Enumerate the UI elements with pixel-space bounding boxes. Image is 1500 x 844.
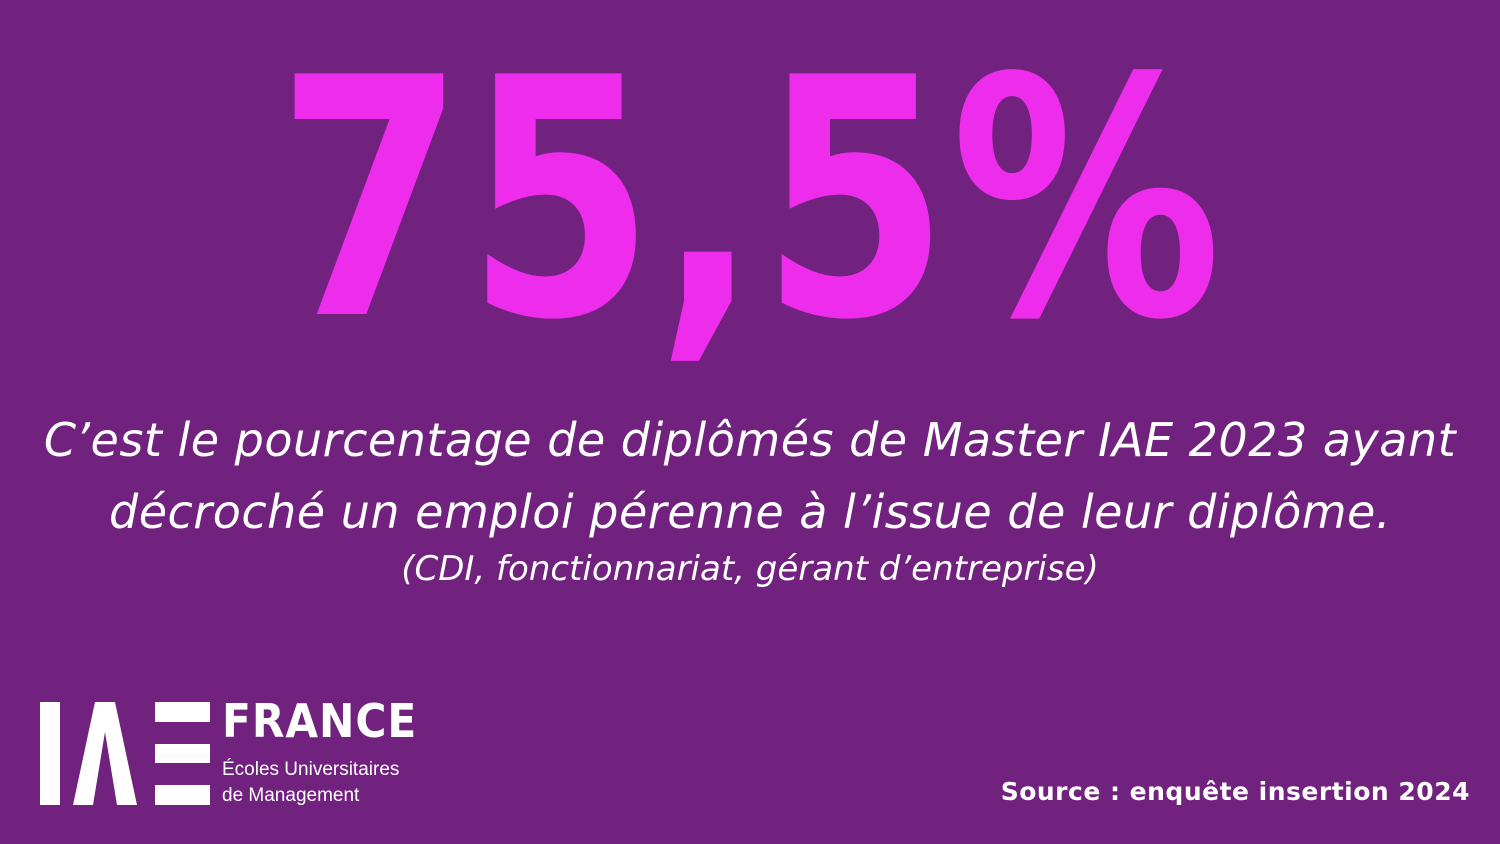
source-note: Source : enquête insertion 2024	[1000, 777, 1470, 806]
caption-line-2: décroché un emploi pérenne à l’issue de …	[109, 485, 1391, 539]
logo-brand-france: FRANCE	[222, 694, 418, 748]
logo-subtitle-line-1: Écoles Universitaires	[222, 759, 400, 780]
iae-logo-mark	[40, 702, 210, 805]
caption-note: (CDI, fonctionnariat, gérant d’entrepris…	[401, 549, 1099, 589]
caption-line-1: C’est le pourcentage de diplômés de Mast…	[43, 413, 1457, 467]
logo-subtitle-line-2: de Management	[222, 785, 360, 806]
headline-percentage: 75,5%	[276, 8, 1224, 392]
iae-france-logo: FRANCE Écoles Universitaires de Manageme…	[40, 694, 420, 806]
